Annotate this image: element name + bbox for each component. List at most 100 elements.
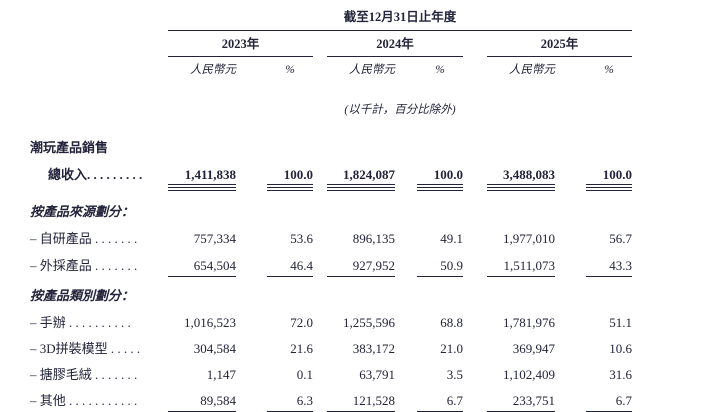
pct-value: 6.7	[417, 393, 463, 412]
rmb-total-cell: 1,824,087	[327, 167, 395, 191]
pct-value: 100.0	[586, 167, 632, 185]
pct-value: 50.9	[417, 258, 463, 277]
pct-value: 46.4	[267, 258, 313, 277]
rmb-value: 1,781,976	[503, 315, 555, 330]
double-rule	[487, 187, 555, 191]
pct-value: 31.6	[609, 367, 632, 382]
rmb-value: 1,824,087	[327, 167, 395, 185]
values-2023: 654,504 46.4	[168, 258, 313, 277]
table-row-by-category: 按產品類別劃分：	[30, 288, 703, 303]
subheader-row: 人民幣元 % 人民幣元 % 人民幣元 %	[168, 64, 632, 77]
pct-value: 6.7	[586, 393, 632, 412]
values-2024: 896,135 49.1	[327, 231, 463, 246]
double-rule	[327, 187, 395, 191]
rmb-value: 1,977,010	[503, 231, 555, 246]
rmb-value: 383,172	[352, 341, 395, 356]
pct-value: 3.5	[446, 367, 463, 382]
table-row-figures: – 手辦 . . . . . . . . . . 1,016,523 72.0 …	[30, 315, 703, 330]
values-2025: 1,781,976 51.1	[487, 315, 632, 330]
values-2025: 369,947 10.6	[487, 341, 632, 356]
pct-value: 10.6	[609, 341, 632, 356]
values-2024: 121,528 6.7	[327, 393, 463, 412]
year-header-row: 2023年 2024年 2025年	[168, 31, 632, 57]
double-rule	[267, 187, 313, 191]
row-label: 潮玩產品銷售	[30, 140, 109, 155]
year-2025-header: 2025年	[487, 31, 632, 57]
row-label: – 手辦 . . . . . . . . . .	[30, 315, 131, 330]
rmb-value: 63,791	[359, 367, 395, 382]
values-2025: 1,511,073 43.3	[487, 258, 632, 277]
values-2023: 89,584 6.3	[168, 393, 313, 412]
rmb-value: 757,334	[193, 231, 236, 246]
double-rule	[417, 187, 463, 191]
rmb-value: 1,255,596	[343, 315, 395, 330]
table-row-3d-models: – 3D拼裝模型 . . . . . 304,584 21.6 383,172 …	[30, 341, 703, 356]
pct-value: 100.0	[267, 167, 313, 185]
pct-value: 56.7	[609, 231, 632, 246]
pct-value: 6.3	[267, 393, 313, 412]
pct-value: 53.6	[290, 231, 313, 246]
values-2023: 304,584 21.6	[168, 341, 313, 356]
currency-label: 人民幣元	[509, 64, 555, 76]
table-row-others: – 其他 . . . . . . . . . . . 89,584 6.3 12…	[30, 393, 703, 412]
period-title: 截至12月31日止年度	[168, 10, 632, 31]
percent-label: %	[285, 64, 295, 76]
pct-total-cell: 100.0	[267, 167, 313, 191]
values-2023: 1,016,523 72.0	[168, 315, 313, 330]
pct-value: 0.1	[296, 367, 313, 382]
values-2024: 1,255,596 68.8	[327, 315, 463, 330]
pct-value: 43.3	[586, 258, 632, 277]
row-label: 按產品來源劃分：	[30, 204, 135, 219]
rmb-value: 1,102,409	[503, 367, 555, 382]
pct-value: 68.8	[440, 315, 463, 330]
values-2023: 757,334 53.6	[168, 231, 313, 246]
row-label: 總收入. . . . . . . . .	[48, 167, 143, 182]
year-2024-header: 2024年	[327, 31, 463, 57]
pct-value: 21.6	[290, 341, 313, 356]
values-2025: 1,102,409 31.6	[487, 367, 632, 382]
rmb-value: 896,135	[352, 231, 395, 246]
table-row-outsourced: – 外採產品 . . . . . . . 654,504 46.4 927,95…	[30, 258, 703, 277]
rmb-value: 121,528	[327, 393, 395, 412]
rmb-value: 89,584	[168, 393, 236, 412]
rmb-value: 369,947	[512, 341, 555, 356]
values-2024: 927,952 50.9	[327, 258, 463, 277]
rmb-value: 1,147	[206, 367, 236, 382]
pct-value: 51.1	[609, 315, 632, 330]
table-row-section: 潮玩產品銷售	[30, 140, 703, 155]
values-2023: 1,411,838 100.0	[168, 167, 313, 191]
pct-total-cell: 100.0	[586, 167, 632, 191]
table-row-by-source: 按產品來源劃分：	[30, 204, 703, 219]
rmb-value: 3,488,083	[487, 167, 555, 185]
unit-note: (以千計，百分比除外)	[344, 104, 456, 116]
row-label: – 其他 . . . . . . . . . . .	[30, 393, 138, 408]
rmb-value: 1,511,073	[487, 258, 555, 277]
year-2023-header: 2023年	[168, 31, 313, 57]
values-2025: 3,488,083 100.0	[487, 167, 632, 191]
pct-value: 100.0	[417, 167, 463, 185]
values-2024: 63,791 3.5	[327, 367, 463, 382]
table-row-self-developed: – 自研產品 . . . . . . . 757,334 53.6 896,13…	[30, 231, 703, 246]
row-label: – 搪膠毛絨 . . . . . . .	[30, 367, 138, 382]
table-header: 截至12月31日止年度 2023年 2024年 2025年 人民幣元 % 人民幣…	[168, 10, 632, 117]
pct-value: 49.1	[440, 231, 463, 246]
table-row-vinyl-plush: – 搪膠毛絨 . . . . . . . 1,147 0.1 63,791 3.…	[30, 367, 703, 382]
percent-label: %	[604, 64, 614, 76]
row-label: – 自研產品 . . . . . . .	[30, 231, 138, 246]
row-label: 按產品類別劃分：	[30, 288, 135, 303]
percent-label: %	[435, 64, 445, 76]
double-rule	[168, 187, 236, 191]
rmb-value: 1,411,838	[168, 167, 236, 185]
table-body: 潮玩產品銷售 總收入. . . . . . . . . 1,411,838 10…	[30, 140, 703, 412]
values-2024: 1,824,087 100.0	[327, 167, 463, 191]
row-label: – 外採產品 . . . . . . .	[30, 258, 138, 273]
rmb-value: 927,952	[327, 258, 395, 277]
rmb-value: 654,504	[168, 258, 236, 277]
rmb-value: 233,751	[487, 393, 555, 412]
subheader-2023: 人民幣元 %	[168, 64, 313, 77]
currency-label: 人民幣元	[349, 64, 395, 76]
pct-total-cell: 100.0	[417, 167, 463, 191]
values-2025: 1,977,010 56.7	[487, 231, 632, 246]
row-label: – 3D拼裝模型 . . . . .	[30, 341, 141, 356]
